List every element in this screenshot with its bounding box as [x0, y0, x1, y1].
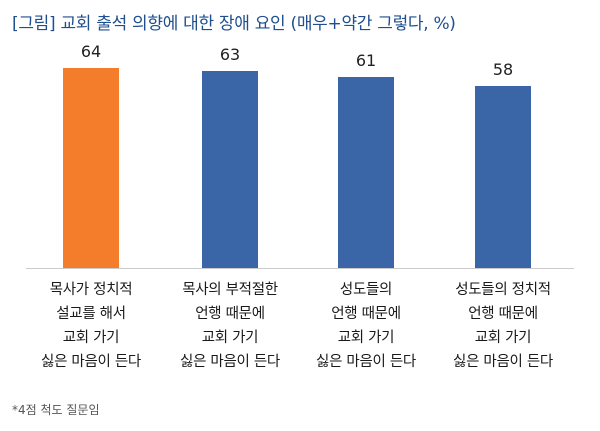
category-label-1-line-3: 싫은 마음이 든다 — [180, 354, 280, 370]
value-label-2: 61 — [355, 51, 377, 71]
category-label-0-line-3: 싫은 마음이 든다 — [41, 354, 141, 370]
bar-1 — [202, 70, 258, 268]
category-label-2-line-3: 싫은 마음이 든다 — [316, 354, 416, 370]
category-label-2-line-1: 언행 때문에 — [331, 306, 401, 322]
category-label-3-line-0: 성도들의 정치적 — [455, 282, 551, 298]
footnote: *4점 척도 질문임 — [12, 403, 100, 417]
category-label-1-line-0: 목사의 부적절한 — [182, 282, 278, 298]
category-label-0-line-0: 목사가 정치적 — [49, 282, 133, 298]
category-label-3: 성도들의 정치적 언행 때문에 교회 가기 싫은 마음이 든다 — [434, 278, 572, 374]
category-label-2: 성도들의 언행 때문에 교회 가기 싫은 마음이 든다 — [297, 278, 435, 374]
value-label-3: 58 — [492, 60, 514, 80]
category-label-1-line-1: 언행 때문에 — [195, 306, 265, 322]
category-label-1-line-2: 교회 가기 — [201, 330, 259, 346]
chart-title: [그림] 교회 출석 의향에 대한 장애 요인 (매우+약간 그렇다, %) — [12, 14, 456, 34]
category-label-1: 목사의 부적절한 언행 때문에 교회 가기 싫은 마음이 든다 — [161, 278, 299, 374]
category-label-3-line-2: 교회 가기 — [474, 330, 532, 346]
category-label-0-line-1: 설교를 해서 — [56, 306, 126, 322]
category-label-2-line-0: 성도들의 — [339, 282, 393, 298]
bar-3 — [475, 86, 531, 268]
category-label-3-line-1: 언행 때문에 — [468, 306, 538, 322]
category-label-3-line-3: 싫은 마음이 든다 — [453, 354, 553, 370]
x-axis-baseline — [26, 268, 574, 269]
category-label-2-line-2: 교회 가기 — [337, 330, 395, 346]
category-label-0-line-2: 교회 가기 — [62, 330, 120, 346]
value-label-0: 64 — [80, 41, 102, 61]
category-label-0: 목사가 정치적 설교를 해서 교회 가기 싫은 마음이 든다 — [22, 278, 160, 374]
bar-2 — [338, 77, 394, 268]
bar-0 — [63, 67, 119, 268]
value-label-1: 63 — [219, 44, 241, 64]
